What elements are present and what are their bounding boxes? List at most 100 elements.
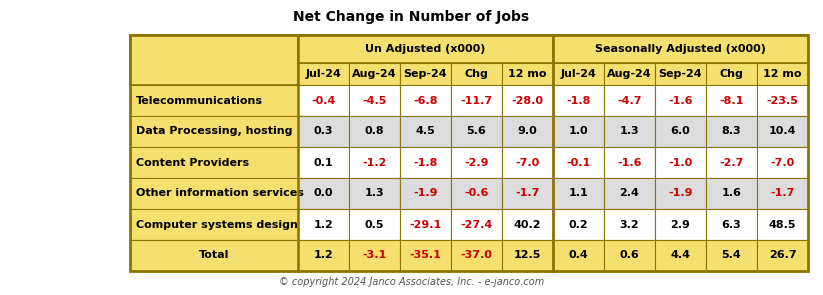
Bar bbox=[655, 209, 706, 240]
Text: 1.2: 1.2 bbox=[314, 219, 333, 230]
Bar bbox=[298, 209, 349, 240]
Text: -7.0: -7.0 bbox=[770, 158, 795, 168]
Text: 5.6: 5.6 bbox=[467, 127, 486, 137]
Bar bbox=[604, 116, 655, 147]
Text: -35.1: -35.1 bbox=[410, 250, 441, 260]
Text: Aug-24: Aug-24 bbox=[352, 69, 397, 79]
Text: -6.8: -6.8 bbox=[413, 96, 438, 106]
Text: -11.7: -11.7 bbox=[460, 96, 492, 106]
Bar bbox=[553, 116, 604, 147]
Bar bbox=[502, 85, 553, 116]
Bar bbox=[553, 240, 604, 271]
Bar bbox=[400, 63, 451, 85]
Bar bbox=[298, 63, 349, 85]
Text: -28.0: -28.0 bbox=[512, 96, 543, 106]
Text: Total: Total bbox=[199, 250, 229, 260]
Bar bbox=[130, 85, 298, 116]
Text: 1.3: 1.3 bbox=[365, 189, 384, 199]
Text: 0.2: 0.2 bbox=[569, 219, 588, 230]
Bar bbox=[502, 178, 553, 209]
Text: -1.9: -1.9 bbox=[668, 189, 693, 199]
Bar bbox=[553, 209, 604, 240]
Bar bbox=[757, 116, 808, 147]
Text: 12 mo: 12 mo bbox=[763, 69, 802, 79]
Bar bbox=[130, 147, 298, 178]
Text: -1.8: -1.8 bbox=[413, 158, 438, 168]
Text: 1.1: 1.1 bbox=[569, 189, 588, 199]
Bar bbox=[757, 85, 808, 116]
Text: 12 mo: 12 mo bbox=[509, 69, 546, 79]
Bar bbox=[655, 85, 706, 116]
Text: -27.4: -27.4 bbox=[460, 219, 493, 230]
Bar bbox=[349, 116, 400, 147]
Text: Chg: Chg bbox=[464, 69, 488, 79]
Text: -0.1: -0.1 bbox=[566, 158, 591, 168]
Text: 6.3: 6.3 bbox=[722, 219, 742, 230]
Text: 12.5: 12.5 bbox=[514, 250, 542, 260]
Bar bbox=[349, 85, 400, 116]
Text: 0.8: 0.8 bbox=[365, 127, 384, 137]
Bar bbox=[757, 178, 808, 209]
Bar bbox=[502, 116, 553, 147]
Text: -0.4: -0.4 bbox=[311, 96, 336, 106]
Text: 0.6: 0.6 bbox=[620, 250, 639, 260]
Text: -29.1: -29.1 bbox=[409, 219, 442, 230]
Bar bbox=[553, 147, 604, 178]
Text: 8.3: 8.3 bbox=[722, 127, 742, 137]
Text: Jul-24: Jul-24 bbox=[305, 69, 342, 79]
Bar bbox=[655, 240, 706, 271]
Text: 1.6: 1.6 bbox=[722, 189, 742, 199]
Text: Computer systems design: Computer systems design bbox=[136, 219, 298, 230]
Text: Data Processing, hosting: Data Processing, hosting bbox=[136, 127, 292, 137]
Text: Seasonally Adjusted (x000): Seasonally Adjusted (x000) bbox=[595, 44, 766, 54]
Text: 40.2: 40.2 bbox=[514, 219, 542, 230]
Text: 5.4: 5.4 bbox=[722, 250, 742, 260]
Bar bbox=[298, 35, 553, 63]
Bar bbox=[298, 85, 349, 116]
Text: -1.7: -1.7 bbox=[515, 189, 540, 199]
Text: -1.2: -1.2 bbox=[362, 158, 387, 168]
Text: 1.3: 1.3 bbox=[620, 127, 639, 137]
Text: Sep-24: Sep-24 bbox=[404, 69, 448, 79]
Text: 26.7: 26.7 bbox=[769, 250, 797, 260]
Text: -1.6: -1.6 bbox=[668, 96, 693, 106]
Text: -1.7: -1.7 bbox=[770, 189, 795, 199]
Bar bbox=[706, 85, 757, 116]
Bar bbox=[502, 240, 553, 271]
Text: -1.6: -1.6 bbox=[617, 158, 642, 168]
Bar bbox=[349, 178, 400, 209]
Text: -2.7: -2.7 bbox=[719, 158, 744, 168]
Bar bbox=[298, 147, 349, 178]
Bar bbox=[655, 147, 706, 178]
Bar bbox=[130, 209, 298, 240]
Bar bbox=[349, 209, 400, 240]
Bar bbox=[604, 240, 655, 271]
Bar bbox=[451, 147, 502, 178]
Bar bbox=[706, 240, 757, 271]
Text: 1.2: 1.2 bbox=[314, 250, 333, 260]
Text: 2.9: 2.9 bbox=[671, 219, 690, 230]
Bar bbox=[655, 178, 706, 209]
Text: 4.4: 4.4 bbox=[671, 250, 690, 260]
Bar bbox=[130, 178, 298, 209]
Bar bbox=[130, 240, 298, 271]
Bar bbox=[706, 63, 757, 85]
Bar bbox=[451, 178, 502, 209]
Text: -7.0: -7.0 bbox=[515, 158, 540, 168]
Text: 10.4: 10.4 bbox=[769, 127, 796, 137]
Text: Other information services: Other information services bbox=[136, 189, 304, 199]
Text: 4.5: 4.5 bbox=[416, 127, 435, 137]
Text: -1.9: -1.9 bbox=[413, 189, 438, 199]
Bar bbox=[502, 147, 553, 178]
Bar bbox=[655, 116, 706, 147]
Bar bbox=[298, 116, 349, 147]
Bar bbox=[706, 209, 757, 240]
Text: -2.9: -2.9 bbox=[464, 158, 489, 168]
Bar bbox=[757, 209, 808, 240]
Text: -1.0: -1.0 bbox=[668, 158, 693, 168]
Bar bbox=[298, 240, 349, 271]
Bar bbox=[349, 240, 400, 271]
Text: 3.2: 3.2 bbox=[620, 219, 639, 230]
Bar bbox=[451, 63, 502, 85]
Text: Un Adjusted (x000): Un Adjusted (x000) bbox=[365, 44, 486, 54]
